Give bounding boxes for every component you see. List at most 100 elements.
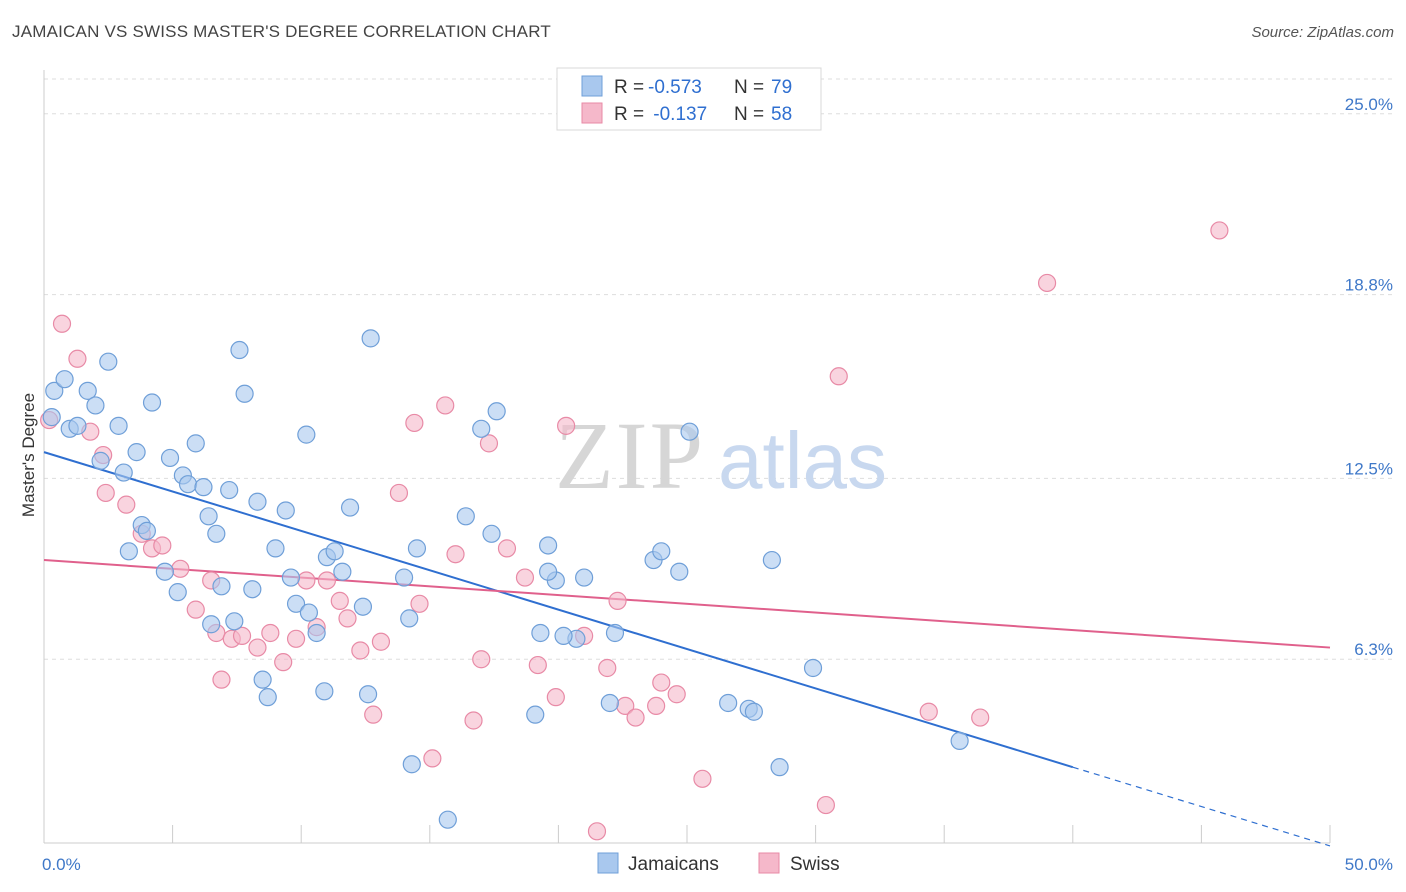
point-jamaicans — [207, 524, 226, 543]
point-swiss — [472, 650, 491, 669]
point-jamaicans — [526, 705, 545, 724]
point-jamaicans — [86, 396, 105, 415]
point-swiss — [497, 539, 517, 558]
point-swiss — [546, 688, 565, 707]
point-jamaicans — [605, 623, 625, 643]
point-jamaicans — [230, 340, 249, 360]
point-jamaicans — [353, 597, 373, 616]
bottom-legend-label-jamaicans: Jamaicans — [628, 854, 719, 875]
watermark: ZIP atlas — [555, 402, 887, 509]
y-tick-label: 18.8% — [1345, 276, 1393, 295]
point-jamaicans — [402, 755, 421, 774]
point-jamaicans — [68, 416, 87, 435]
chart-title: JAMAICAN VS SWISS MASTER'S DEGREE CORREL… — [12, 22, 551, 41]
point-swiss — [338, 609, 357, 628]
point-swiss — [647, 696, 666, 716]
point-jamaicans — [137, 521, 156, 540]
trend-line-jamaicans-extension — [1072, 766, 1331, 847]
point-jamaicans — [600, 693, 619, 713]
point-swiss — [68, 349, 87, 368]
point-jamaicans — [400, 609, 419, 628]
point-jamaicans — [340, 498, 360, 517]
y-tick-labels: 6.3% 12.5% 18.8% 25.0% — [1345, 95, 1393, 659]
point-jamaicans — [539, 562, 558, 581]
point-swiss — [829, 367, 848, 386]
legend-r-value-jamaicans: -0.573 — [648, 77, 702, 98]
point-jamaicans — [361, 329, 380, 348]
bottom-legend: Jamaicans Swiss — [597, 852, 840, 875]
point-swiss — [446, 545, 465, 564]
trend-line-swiss — [43, 559, 1331, 649]
point-swiss — [528, 655, 547, 675]
point-jamaicans — [109, 416, 128, 435]
point-jamaicans — [178, 475, 198, 494]
point-swiss — [816, 795, 835, 815]
point-jamaicans — [407, 539, 427, 558]
point-jamaicans — [78, 381, 97, 400]
point-jamaicans — [45, 381, 64, 400]
legend-n-value-jamaicans: 79 — [771, 77, 792, 98]
legend-n-label-jamaicans: N = — [734, 77, 764, 98]
point-jamaicans — [202, 615, 221, 634]
point-swiss — [436, 396, 455, 415]
point-swiss — [1037, 273, 1057, 293]
legend-r-label-swiss: R = — [614, 104, 644, 125]
point-swiss — [186, 600, 205, 619]
point-jamaicans — [680, 422, 699, 441]
point-jamaicans — [91, 451, 110, 470]
point-jamaicans — [42, 408, 61, 427]
point-jamaicans — [243, 580, 262, 599]
point-swiss — [212, 670, 231, 689]
source-label: Source: ZipAtlas.com — [1251, 24, 1394, 41]
point-swiss — [423, 749, 442, 768]
point-jamaicans — [438, 810, 457, 829]
point-jamaicans — [155, 562, 174, 581]
point-jamaicans — [554, 626, 573, 645]
point-swiss — [351, 641, 370, 660]
point-jamaicans — [803, 658, 823, 678]
point-swiss — [464, 711, 483, 730]
point-swiss — [557, 416, 576, 435]
point-jamaicans — [286, 594, 306, 613]
legend-n-value-swiss: 58 — [771, 104, 792, 125]
point-jamaicans — [258, 688, 277, 707]
point-jamaicans — [744, 702, 763, 721]
point-jamaicans — [394, 568, 414, 587]
point-swiss — [693, 769, 712, 788]
x-tick-label-min: 0.0% — [42, 855, 81, 874]
legend-n-label-swiss: N = — [734, 104, 764, 125]
watermark-zip: ZIP — [555, 402, 705, 509]
point-swiss — [96, 483, 115, 503]
point-swiss — [261, 623, 280, 643]
point-jamaicans — [276, 501, 295, 520]
point-swiss — [410, 594, 429, 613]
point-swiss — [919, 702, 938, 721]
point-jamaicans — [99, 352, 118, 371]
point-swiss — [587, 822, 607, 841]
x-tick-label-max: 50.0% — [1345, 855, 1393, 874]
watermark-atlas: atlas — [718, 416, 887, 505]
point-swiss — [405, 413, 424, 433]
point-jamaicans — [950, 731, 969, 751]
point-jamaicans — [333, 562, 352, 581]
point-jamaicans — [114, 463, 133, 482]
legend-swatch-swiss — [581, 102, 603, 124]
point-swiss — [117, 495, 136, 514]
point-swiss — [608, 591, 627, 610]
point-jamaicans — [253, 670, 272, 689]
point-swiss — [248, 638, 267, 657]
point-jamaicans — [670, 562, 689, 581]
point-jamaicans — [575, 568, 594, 587]
point-jamaicans — [220, 480, 239, 500]
point-swiss — [153, 536, 172, 555]
point-jamaicans — [186, 434, 205, 453]
point-jamaicans — [199, 507, 218, 526]
point-swiss — [364, 705, 383, 724]
point-swiss — [652, 673, 671, 692]
point-jamaicans — [168, 583, 187, 602]
trend-line-jamaicans — [43, 451, 1074, 769]
point-swiss — [297, 571, 316, 590]
point-jamaicans — [307, 623, 326, 643]
point-jamaicans — [127, 443, 146, 462]
